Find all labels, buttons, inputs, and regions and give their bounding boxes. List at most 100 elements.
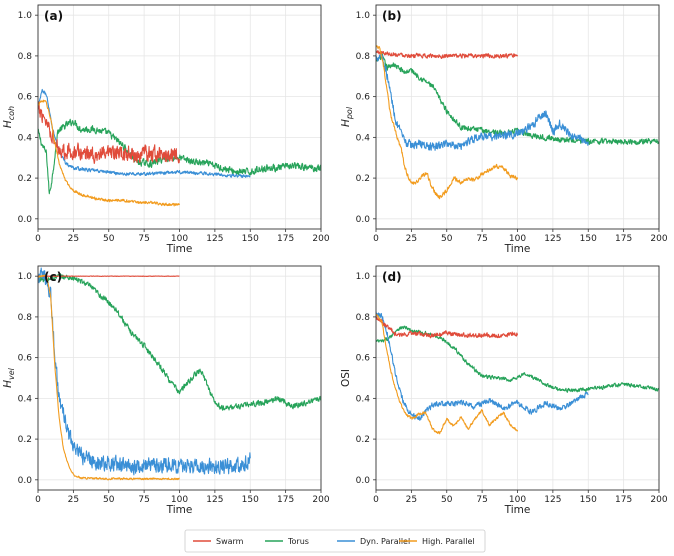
x-tick-label: 200: [312, 234, 329, 244]
x-tick-label: 125: [544, 495, 561, 505]
y-tick-label: 0.4: [18, 133, 33, 143]
series-line-swarm: [376, 315, 519, 339]
y-tick-label: 1.0: [356, 272, 371, 282]
y-axis-label: OSI: [340, 369, 352, 387]
x-tick-label: 50: [103, 234, 115, 244]
y-tick-label: 0.2: [18, 174, 32, 184]
y-tick-label: 1.0: [18, 272, 33, 282]
y-tick-label: 0.6: [356, 354, 371, 364]
series-line-torus: [38, 273, 321, 411]
series-line-dyn-parallel: [376, 311, 589, 421]
y-tick-label: 0.6: [356, 93, 371, 103]
x-tick-label: 0: [35, 234, 41, 244]
x-tick-label: 125: [206, 495, 223, 505]
y-tick-label: 0.0: [18, 215, 33, 225]
panel-label: (a): [44, 9, 63, 23]
x-tick-label: 175: [277, 234, 294, 244]
panel-c: 0 25 50 75 100 125 150 175 200 0.0 0.2 0.4 0.6 0.8 1.0…: [2, 265, 330, 516]
legend-label: Swarm: [216, 537, 244, 546]
series-line-swarm: [376, 50, 519, 59]
series-line-swarm: [38, 275, 180, 278]
panel-b: 0 25 50 75 100 125 150 175 200 0.0 0.2 0.4 0.6 0.8 1.0…: [340, 4, 668, 255]
x-axis-label: Time: [504, 504, 531, 516]
x-tick-label: 200: [650, 495, 667, 505]
series-group: [38, 267, 321, 481]
y-tick-label: 0.2: [356, 435, 370, 445]
legend-box: [184, 529, 486, 553]
x-tick-label: 25: [406, 495, 417, 505]
y-tick-label: 0.0: [356, 215, 371, 225]
y-tick-label: 1.0: [18, 11, 33, 21]
x-tick-label: 150: [580, 495, 597, 505]
x-tick-label: 75: [476, 234, 487, 244]
y-tick-label: 0.8: [18, 313, 33, 323]
legend-label: Dyn. Parallel: [360, 537, 410, 546]
x-tick-label: 0: [373, 234, 379, 244]
panel-label: (d): [382, 270, 402, 284]
x-tick-label: 25: [406, 234, 417, 244]
x-tick-label: 150: [580, 234, 597, 244]
x-tick-label: 125: [206, 234, 223, 244]
series-group: [376, 311, 659, 435]
y-tick-label: 0.8: [18, 52, 33, 62]
legend: Swarm Torus Dyn. Parallel High. Parallel: [184, 529, 486, 553]
x-tick-label: 0: [35, 495, 41, 505]
x-axis-label: Time: [166, 504, 193, 516]
series-line-torus: [38, 118, 321, 195]
panel-label: (c): [44, 270, 62, 284]
x-tick-label: 75: [138, 495, 149, 505]
series-line-dyn-parallel: [38, 267, 251, 476]
series-line-high-parallel: [38, 99, 180, 207]
x-tick-label: 25: [68, 234, 79, 244]
series-line-dyn-parallel: [376, 53, 589, 151]
x-tick-label: 25: [68, 495, 79, 505]
y-tick-label: 0.0: [18, 476, 33, 486]
legend-label: High. Parallel: [422, 537, 475, 546]
x-tick-label: 125: [544, 234, 561, 244]
series-line-dyn-parallel: [38, 88, 251, 178]
y-tick-label: 0.4: [356, 133, 371, 143]
series-group: [376, 44, 659, 200]
x-tick-label: 50: [441, 234, 453, 244]
y-tick-label: 0.8: [356, 52, 371, 62]
x-tick-label: 150: [242, 234, 259, 244]
y-axis-label: Hvel: [2, 367, 16, 388]
y-tick-label: 0.2: [18, 435, 32, 445]
y-tick-label: 0.0: [356, 476, 371, 486]
y-tick-label: 0.6: [18, 93, 33, 103]
series-line-high-parallel: [376, 313, 519, 435]
series-group: [38, 88, 321, 207]
x-tick-label: 50: [103, 495, 115, 505]
y-tick-label: 0.8: [356, 313, 371, 323]
legend-label: Torus: [287, 537, 309, 546]
x-tick-label: 175: [615, 234, 632, 244]
x-tick-label: 75: [138, 234, 149, 244]
x-axis-label: Time: [166, 243, 193, 255]
x-tick-label: 175: [615, 495, 632, 505]
x-tick-label: 50: [441, 495, 453, 505]
series-line-torus: [376, 53, 659, 146]
x-tick-label: 100: [171, 495, 188, 505]
y-tick-label: 0.4: [18, 394, 33, 404]
y-tick-label: 0.2: [356, 174, 370, 184]
series-line-high-parallel: [38, 274, 180, 481]
x-tick-label: 175: [277, 495, 294, 505]
x-axis-label: Time: [504, 243, 531, 255]
x-tick-label: 100: [171, 234, 188, 244]
x-tick-label: 100: [509, 234, 526, 244]
y-tick-label: 1.0: [356, 11, 371, 21]
panel-d: 0 25 50 75 100 125 150 175 200 0.0 0.2 0.4 0.6 0.8 1.0…: [340, 265, 668, 516]
x-tick-label: 150: [242, 495, 259, 505]
y-tick-label: 0.6: [18, 354, 33, 364]
series-line-swarm: [38, 101, 181, 165]
panel-a: 0 25 50 75 100 125 150 175 200 0.0 0.2 0.4 0.6 0.8 1.0…: [2, 4, 330, 255]
x-tick-label: 100: [509, 495, 526, 505]
panel-label: (b): [382, 9, 402, 23]
series-line-high-parallel: [376, 44, 519, 200]
y-tick-label: 0.4: [356, 394, 371, 404]
x-tick-label: 200: [650, 234, 667, 244]
x-tick-label: 75: [476, 495, 487, 505]
y-axis-label: Hcoh: [2, 106, 16, 128]
x-tick-label: 0: [373, 495, 379, 505]
